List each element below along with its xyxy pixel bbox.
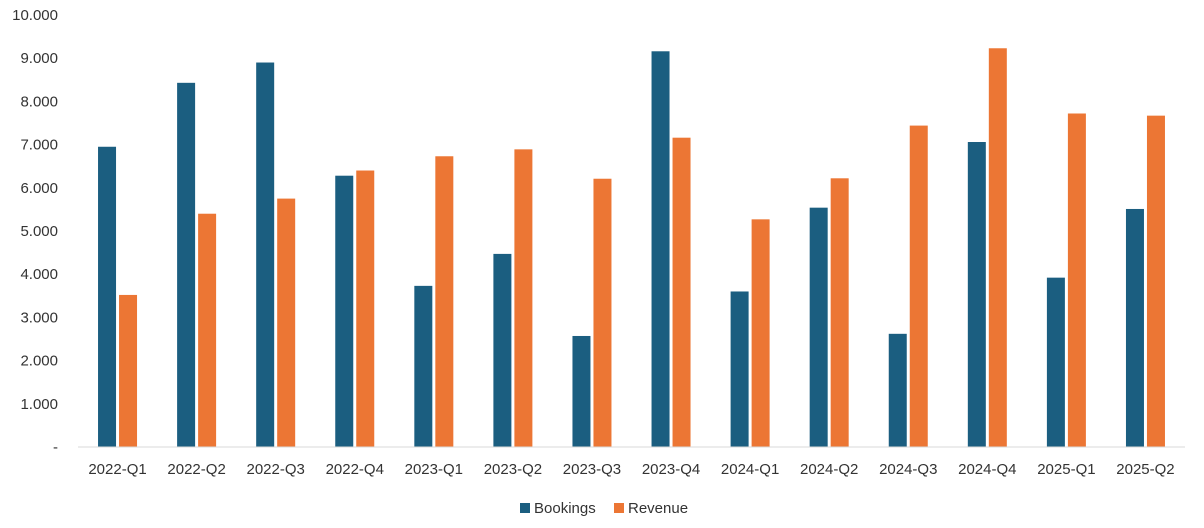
bar-revenue-2022-q1 bbox=[119, 294, 138, 447]
bar-revenue-2024-q3 bbox=[909, 125, 928, 447]
bar-revenue-2023-q1 bbox=[435, 156, 454, 447]
x-tick-label: 2022-Q1 bbox=[88, 461, 146, 478]
legend-swatch-revenue bbox=[614, 503, 624, 513]
y-tick-label: 1.000 bbox=[20, 396, 58, 413]
y-tick-label: 5.000 bbox=[20, 223, 58, 240]
bar-revenue-2025-q1 bbox=[1067, 113, 1086, 447]
bar-revenue-2024-q1 bbox=[751, 219, 770, 447]
bar-revenue-2023-q3 bbox=[593, 178, 612, 447]
bar-bookings-2023-q2 bbox=[493, 253, 512, 447]
y-tick-label: 8.000 bbox=[20, 93, 58, 110]
x-tick-label: 2025-Q2 bbox=[1116, 461, 1174, 478]
x-tick-label: 2024-Q3 bbox=[879, 461, 937, 478]
x-tick-label: 2023-Q2 bbox=[484, 461, 542, 478]
y-tick-label: 9.000 bbox=[20, 50, 58, 67]
x-tick-label: 2024-Q2 bbox=[800, 461, 858, 478]
bar-bookings-2023-q1 bbox=[414, 285, 433, 447]
x-tick-label: 2022-Q2 bbox=[167, 461, 225, 478]
x-tick-label: 2023-Q1 bbox=[405, 461, 463, 478]
x-tick-label: 2022-Q3 bbox=[246, 461, 304, 478]
bar-bookings-2023-q3 bbox=[572, 335, 591, 447]
bar-revenue-2023-q4 bbox=[672, 137, 691, 448]
bar-revenue-2024-q4 bbox=[988, 48, 1007, 447]
bar-revenue-2022-q2 bbox=[198, 213, 217, 447]
bar-bookings-2024-q2 bbox=[809, 207, 828, 447]
bar-revenue-2024-q2 bbox=[830, 178, 849, 447]
legend-label-revenue: Revenue bbox=[628, 500, 688, 517]
bar-bookings-2025-q1 bbox=[1046, 277, 1065, 447]
legend-swatch-bookings bbox=[520, 503, 530, 513]
y-tick-label: 4.000 bbox=[20, 266, 58, 283]
bar-bookings-2025-q2 bbox=[1125, 208, 1144, 447]
x-tick-label: 2024-Q1 bbox=[721, 461, 779, 478]
y-tick-label: 2.000 bbox=[20, 353, 58, 370]
x-tick-label: 2023-Q3 bbox=[563, 461, 621, 478]
bar-bookings-2023-q4 bbox=[651, 51, 670, 448]
y-tick-label: 7.000 bbox=[20, 137, 58, 154]
bar-bookings-2024-q3 bbox=[888, 333, 907, 447]
legend-label-bookings: Bookings bbox=[534, 500, 596, 517]
bars bbox=[98, 48, 1165, 448]
y-tick-label: 6.000 bbox=[20, 180, 58, 197]
y-tick-label: 3.000 bbox=[20, 309, 58, 326]
bar-revenue-2022-q4 bbox=[356, 170, 375, 447]
bar-revenue-2025-q2 bbox=[1146, 115, 1165, 447]
bar-bookings-2022-q2 bbox=[177, 82, 196, 447]
x-tick-label: 2023-Q4 bbox=[642, 461, 700, 478]
bar-bookings-2022-q1 bbox=[98, 146, 117, 447]
legend: Bookings Revenue bbox=[520, 500, 688, 517]
y-tick-label: - bbox=[53, 439, 58, 456]
bar-bookings-2022-q4 bbox=[335, 175, 354, 448]
bar-bookings-2022-q3 bbox=[256, 62, 275, 448]
x-tick-label: 2022-Q4 bbox=[326, 461, 384, 478]
x-tick-label: 2025-Q1 bbox=[1037, 461, 1095, 478]
bar-bookings-2024-q1 bbox=[730, 291, 749, 447]
y-axis: - 1.000 2.000 3.000 4.000 5.000 6.000 7.000 8.00… bbox=[12, 7, 58, 456]
x-tick-label: 2024-Q4 bbox=[958, 461, 1016, 478]
y-tick-label: 10.000 bbox=[12, 7, 58, 24]
bar-revenue-2023-q2 bbox=[514, 149, 533, 448]
bar-bookings-2024-q4 bbox=[967, 142, 986, 447]
x-axis: 2022-Q1 2022-Q2 2022-Q3 2022-Q4 2023-Q1 2023-… bbox=[88, 461, 1174, 478]
bar-revenue-2022-q3 bbox=[277, 198, 296, 447]
